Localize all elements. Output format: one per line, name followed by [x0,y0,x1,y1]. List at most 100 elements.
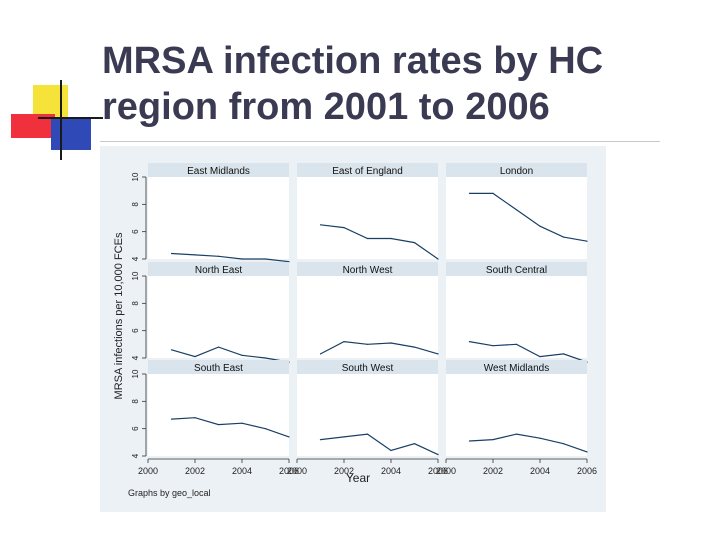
panel-strip-east-midlands [148,163,289,177]
series-line-south-central [469,341,588,363]
chart-note: Graphs by geo_local [128,488,211,498]
data-point-south-east-2005 [264,428,267,430]
data-point-east-of-england-2005 [413,242,416,244]
data-point-west-midlands-2001 [468,440,471,442]
data-point-south-east-2002 [194,417,196,419]
panel-plot-east-midlands [148,177,289,259]
x-tick-label: 2006 [577,466,597,476]
x-tick-label: 2004 [381,466,401,476]
series-line-north-east [171,346,290,363]
x-tick-label: 2004 [530,466,550,476]
data-point-south-east-2004 [241,422,243,424]
y-tick-label: 4 [131,355,140,360]
data-point-north-west-2005 [413,346,416,348]
data-point-london-2006 [586,240,588,242]
x-tick-label: 2000 [287,466,307,476]
panel-strip-south-east [148,360,289,374]
chart-figure: East Midlands East of England London North … [100,146,606,512]
title-underline [100,141,660,142]
data-point-south-west-2002 [343,436,345,438]
series-line-south-west [320,433,439,456]
x-tick-label: 2000 [436,466,456,476]
x-tick-label: 2002 [334,466,354,476]
y-axis-label: MRSA infections per 10,000 FCEs [113,232,125,399]
data-point-london-2005 [562,236,565,238]
panel-title-london: London [500,166,533,177]
data-point-west-midlands-2005 [562,443,565,445]
data-point-east-of-england-2006 [437,258,439,260]
data-point-south-west-2006 [437,454,439,456]
data-point-north-west-2003 [366,343,369,345]
x-tick-label: 2006 [279,466,299,476]
data-point-south-west-2005 [413,443,416,445]
x-axis-label: Year [346,471,370,485]
data-point-south-east-2001 [170,418,173,420]
data-point-west-midlands-2006 [586,451,588,453]
panel-title-east-midlands: East Midlands [187,166,250,177]
data-point-south-west-2001 [319,439,322,441]
data-point-south-central-2002 [492,345,494,347]
panel-strip-west-midlands [446,360,587,374]
data-point-north-east-2004 [241,354,243,356]
y-tick-label: 4 [131,256,140,261]
panel-plot-west-midlands [446,374,587,456]
data-point-north-east-2005 [264,357,267,359]
panel-plot-south-east [148,374,289,456]
y-tick-label: 6 [131,426,140,431]
data-point-north-east-2002 [194,356,196,358]
panel-plot-south-west [297,374,438,456]
page-title: MRSA infection rates by HC region from 2… [102,40,604,128]
series-line-north-west [320,340,439,355]
panel-plot-east-of-england [297,177,438,259]
data-point-london-2002 [492,192,494,194]
panel-title-north-west: North West [343,265,393,276]
data-point-north-west-2002 [343,341,345,343]
y-tick-label: 8 [131,399,140,404]
panel-title-north-east: North East [195,265,242,276]
panel-plot-north-west [297,276,438,358]
y-tick-label: 6 [131,328,140,333]
data-point-east-midlands-2002 [194,254,196,256]
panel-title-south-west: South West [342,363,394,374]
data-point-east-midlands-2001 [170,252,173,255]
panel-strip-east-of-england [297,163,438,177]
panel-title-south-central: South Central [486,265,547,276]
series-line-east-midlands [171,252,290,263]
decor-blue-square [51,118,91,150]
data-point-south-west-2004 [390,449,392,452]
data-point-south-west-2003 [366,433,369,435]
panel-strip-south-central [446,262,587,276]
x-tick-label: 2002 [185,466,205,476]
series-line-london [469,192,588,242]
data-point-north-east-2001 [170,349,173,351]
y-tick-label: 10 [131,369,140,378]
y-tick-label: 10 [131,172,140,181]
data-point-east-of-england-2001 [319,224,322,226]
data-point-south-central-2003 [515,343,518,345]
data-point-west-midlands-2003 [515,433,518,435]
panel-strip-north-east [148,262,289,276]
data-point-east-midlands-2004 [241,258,243,260]
data-point-east-of-england-2002 [343,226,345,229]
data-point-west-midlands-2002 [492,439,494,441]
y-tick-label: 4 [131,453,140,458]
data-point-west-midlands-2004 [539,437,541,439]
data-point-south-east-2003 [217,423,220,426]
panel-plot-south-central [446,276,587,358]
decor-horizontal-line [38,117,103,119]
panel-strip-north-west [297,262,438,276]
x-tick-label: 2000 [138,466,158,476]
panel-plot-north-east [148,276,289,358]
data-point-north-west-2006 [437,353,439,355]
data-point-east-of-england-2003 [366,237,369,240]
series-line-east-of-england [320,224,439,260]
panel-strip-london [446,163,587,177]
panel-title-south-east: South East [194,363,243,374]
data-point-london-2001 [468,192,471,194]
data-point-east-midlands-2003 [217,255,220,257]
small-multiples-chart: East Midlands East of England London North … [100,146,606,512]
series-line-south-east [171,417,290,438]
decor-vertical-line [60,80,62,160]
x-tick-label: 2004 [232,466,252,476]
data-point-london-2004 [539,225,541,227]
